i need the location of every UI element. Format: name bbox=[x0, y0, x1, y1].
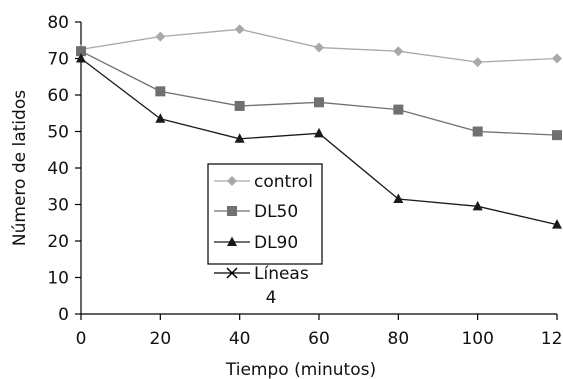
legend-marker-líneas bbox=[226, 267, 238, 279]
series-line-dl50 bbox=[80, 50, 558, 136]
data-point-dl90 bbox=[76, 53, 86, 63]
data-point-dl50 bbox=[155, 86, 166, 97]
legend-label-control: control bbox=[254, 172, 313, 192]
data-point-control bbox=[314, 42, 324, 53]
y-axis-title: Número de latidos bbox=[10, 90, 30, 246]
x-tick-label: 20 bbox=[150, 329, 172, 349]
y-tick-label: 40 bbox=[47, 159, 69, 179]
legend-marker-control bbox=[227, 176, 237, 186]
data-point-dl50 bbox=[472, 126, 483, 137]
data-point-dl50 bbox=[314, 97, 324, 108]
data-point-dl90 bbox=[552, 219, 562, 229]
data-point-control bbox=[234, 24, 245, 35]
legend-marker-dl90 bbox=[227, 236, 237, 246]
data-point-dl50 bbox=[393, 104, 404, 115]
x-tick-label: 60 bbox=[308, 329, 330, 349]
x-tick-label: 0 bbox=[76, 329, 87, 349]
legend-extra-label: 4 bbox=[266, 288, 277, 308]
legend-label-dl90: DL90 bbox=[254, 233, 298, 253]
data-point-control bbox=[393, 46, 404, 57]
legend-label-líneas: Líneas bbox=[254, 264, 309, 284]
x-tick-label: 100 bbox=[461, 329, 493, 349]
y-tick-label: 0 bbox=[58, 305, 69, 325]
data-point-control bbox=[155, 31, 166, 42]
x-axis-title: Tiempo (minutos) bbox=[225, 360, 376, 379]
legend-label-dl50: DL50 bbox=[254, 202, 298, 222]
y-tick-label: 30 bbox=[47, 196, 69, 216]
data-point-dl90 bbox=[314, 127, 324, 138]
y-tick-label: 10 bbox=[47, 269, 69, 289]
y-tick-label: 70 bbox=[47, 50, 69, 70]
series-layer bbox=[76, 24, 562, 229]
data-point-dl50 bbox=[76, 46, 86, 57]
y-tick-label: 60 bbox=[47, 86, 69, 106]
data-point-control bbox=[472, 57, 483, 68]
data-point-dl90 bbox=[155, 113, 166, 123]
legend: control DL50 DL90 Líneas 4 bbox=[207, 163, 323, 308]
data-point-dl90 bbox=[393, 193, 404, 204]
legend-marker-dl50 bbox=[227, 206, 237, 216]
data-point-control bbox=[552, 53, 562, 64]
data-point-dl50 bbox=[234, 100, 245, 111]
x-tick-label: 120 bbox=[541, 329, 563, 349]
y-tick-label: 20 bbox=[47, 232, 69, 252]
data-point-dl90 bbox=[234, 133, 245, 143]
data-point-dl90 bbox=[472, 200, 483, 211]
y-tick-label: 80 bbox=[47, 13, 69, 33]
y-tick-label: 50 bbox=[47, 123, 69, 143]
x-tick-label: 40 bbox=[229, 329, 251, 349]
data-point-dl50 bbox=[552, 130, 562, 141]
x-tick-label: 80 bbox=[388, 329, 410, 349]
ticks: 0 10 20 30 40 50 60 70 80 0 20 40 60 80 100 120 bbox=[47, 13, 563, 349]
